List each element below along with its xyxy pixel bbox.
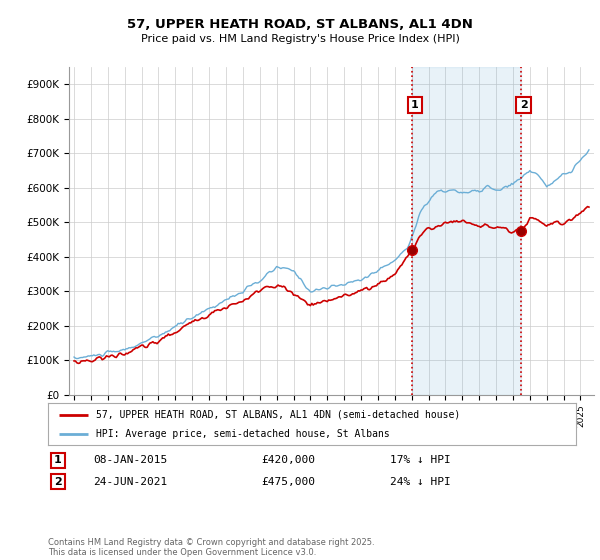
Text: 57, UPPER HEATH ROAD, ST ALBANS, AL1 4DN (semi-detached house): 57, UPPER HEATH ROAD, ST ALBANS, AL1 4DN… (95, 409, 460, 419)
Text: 1: 1 (411, 100, 419, 110)
Text: 24-JUN-2021: 24-JUN-2021 (93, 477, 167, 487)
Text: £475,000: £475,000 (261, 477, 315, 487)
Text: £420,000: £420,000 (261, 455, 315, 465)
Text: 17% ↓ HPI: 17% ↓ HPI (390, 455, 451, 465)
Text: HPI: Average price, semi-detached house, St Albans: HPI: Average price, semi-detached house,… (95, 429, 389, 439)
Text: Contains HM Land Registry data © Crown copyright and database right 2025.
This d: Contains HM Land Registry data © Crown c… (48, 538, 374, 557)
Text: 57, UPPER HEATH ROAD, ST ALBANS, AL1 4DN: 57, UPPER HEATH ROAD, ST ALBANS, AL1 4DN (127, 18, 473, 31)
Text: 1: 1 (54, 455, 62, 465)
Text: 08-JAN-2015: 08-JAN-2015 (93, 455, 167, 465)
Text: 2: 2 (54, 477, 62, 487)
Text: Price paid vs. HM Land Registry's House Price Index (HPI): Price paid vs. HM Land Registry's House … (140, 34, 460, 44)
Bar (412, 67, 521, 395)
Text: 2: 2 (520, 100, 527, 110)
Text: 24% ↓ HPI: 24% ↓ HPI (390, 477, 451, 487)
